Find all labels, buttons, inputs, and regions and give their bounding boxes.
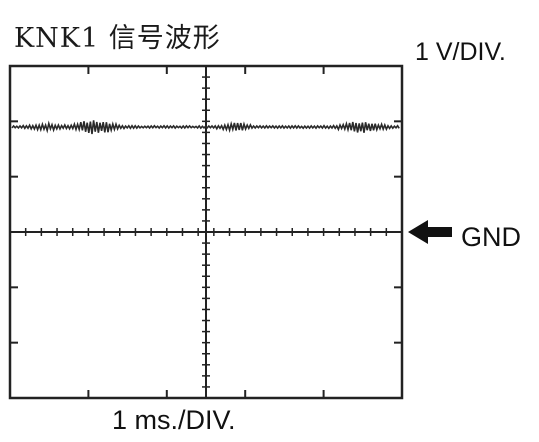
waveform-title: KNK1 信号波形 bbox=[14, 23, 221, 54]
knock-sensor-waveform bbox=[11, 120, 400, 135]
horizontal-scale-label: 1 ms./DIV. bbox=[112, 405, 236, 435]
vertical-scale-label: 1 V/DIV. bbox=[415, 38, 506, 66]
left-arrow-icon bbox=[408, 220, 452, 244]
ground-label: GND bbox=[461, 222, 521, 252]
